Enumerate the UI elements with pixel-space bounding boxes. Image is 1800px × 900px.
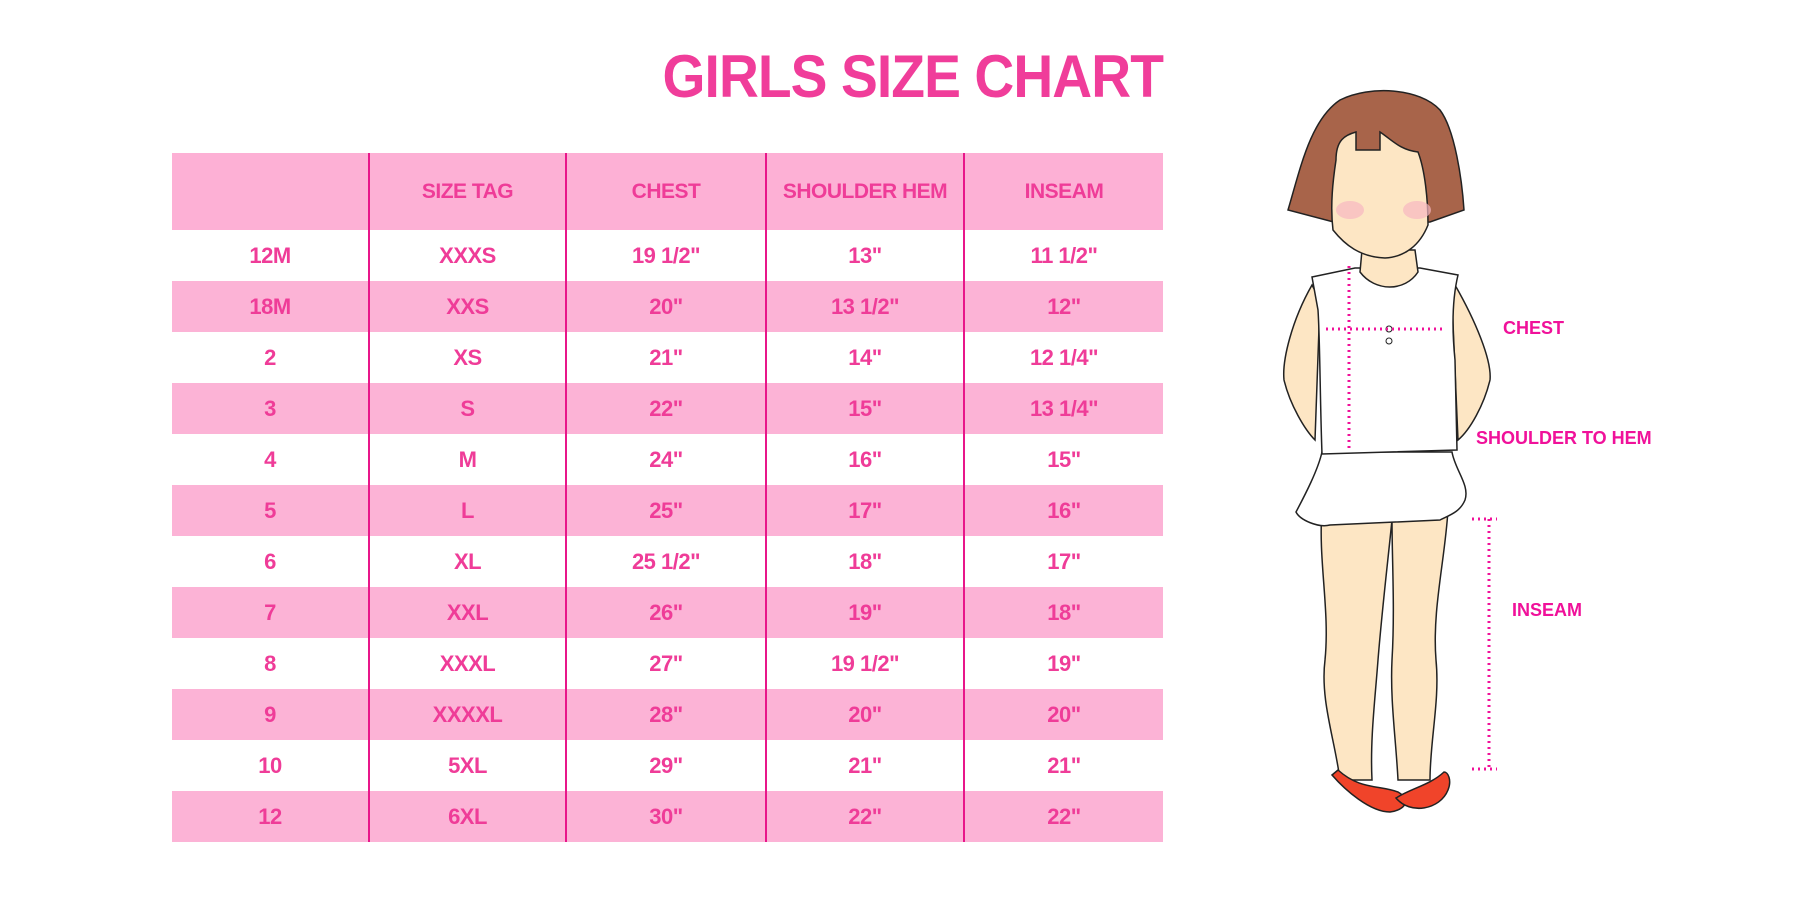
- shoulder-to-hem-label: SHOULDER TO HEM: [1476, 428, 1652, 448]
- table-cell: S: [370, 383, 567, 434]
- inseam-label: INSEAM: [1512, 600, 1583, 620]
- table-cell: 19": [767, 587, 965, 638]
- left-leg: [1320, 509, 1393, 781]
- table-cell: 25": [567, 485, 767, 536]
- table-cell: 24": [567, 434, 767, 485]
- table-row: 18M XXS 20" 13 1/2" 12": [172, 281, 1163, 332]
- table-cell: 18M: [172, 281, 370, 332]
- table-cell: 17": [1047, 548, 1081, 574]
- table-cell: 20": [767, 689, 965, 740]
- table-cell: 14": [767, 332, 965, 383]
- table-cell: 25 1/2": [567, 536, 767, 587]
- table-cell: XS: [370, 332, 567, 383]
- table-cell: 12: [172, 791, 370, 842]
- table-cell: 6XL: [370, 791, 567, 842]
- table-cell: 16": [1047, 497, 1081, 523]
- table-row: 3 S 22" 15" 13 1/4": [172, 383, 1163, 434]
- table-row: 10 5XL 29" 21" 21": [172, 740, 1163, 791]
- table-cell: 4: [172, 434, 370, 485]
- table-cell: 19 1/2": [767, 638, 965, 689]
- table-cell: XXXXL: [370, 689, 567, 740]
- table-row: 8 XXXL 27" 19 1/2" 19": [172, 638, 1163, 689]
- table-cell: 13": [767, 230, 965, 281]
- table-row: 7 XXL 26" 19" 18": [172, 587, 1163, 638]
- table-cell: 17": [767, 485, 965, 536]
- table-cell: XXL: [370, 587, 567, 638]
- table-cell: 11 1/2": [1030, 242, 1098, 268]
- page-title: GIRLS SIZE CHART: [662, 43, 1164, 110]
- neck: [1359, 249, 1419, 288]
- table-cell: 7: [172, 587, 370, 638]
- table-cell: XXS: [370, 281, 567, 332]
- table-cell: 26": [567, 587, 767, 638]
- table-cell: 5XL: [370, 740, 567, 791]
- table-cell: 20": [567, 281, 767, 332]
- table-cell: 20": [1047, 701, 1081, 727]
- table-cell: 18": [767, 536, 965, 587]
- table-cell: 16": [767, 434, 965, 485]
- table-row: 9 XXXXL 28" 20" 20": [172, 689, 1163, 740]
- table-cell: 21": [567, 332, 767, 383]
- table-cell: 21": [767, 740, 965, 791]
- table-cell: 22": [767, 791, 965, 842]
- table-cell: 15": [767, 383, 965, 434]
- chest-label: CHEST: [1503, 318, 1565, 338]
- table-cell: 2: [172, 332, 370, 383]
- table-cell: 5: [172, 485, 370, 536]
- header-cell: SIZE TAG: [370, 153, 567, 230]
- table-cell: 12": [1047, 293, 1081, 319]
- table-row: 12M XXXS 19 1/2" 13" 11 1/2": [172, 230, 1163, 281]
- table-cell: 19": [1047, 650, 1081, 676]
- table-cell: L: [370, 485, 567, 536]
- table-cell: 13 1/4": [1029, 395, 1099, 421]
- table-cell: 18": [1047, 599, 1081, 625]
- table-cell: 28": [567, 689, 767, 740]
- table-cell: 22": [567, 383, 767, 434]
- table-row: 2 XS 21" 14" 12 1/4": [172, 332, 1163, 383]
- table-header: SIZE TAG CHEST SHOULDER HEM INSEAM: [172, 153, 1163, 230]
- table-row: 12 6XL 30" 22" 22": [172, 791, 1163, 842]
- face: [1331, 130, 1429, 259]
- skirt: [1295, 451, 1467, 527]
- table-cell: 13 1/2": [767, 281, 965, 332]
- table-cell: 30": [567, 791, 767, 842]
- table-cell: 27": [567, 638, 767, 689]
- table-row: 5 L 25" 17" 16": [172, 485, 1163, 536]
- table-cell: 10: [172, 740, 370, 791]
- table-cell: 6: [172, 536, 370, 587]
- table-cell: 12M: [172, 230, 370, 281]
- size-table: SIZE TAG CHEST SHOULDER HEM INSEAM 12M XXXS 19…: [172, 153, 1163, 842]
- table-cell: 9: [172, 689, 370, 740]
- table-cell: 21": [1047, 752, 1081, 778]
- right-shoe: [1394, 771, 1451, 809]
- header-cell: SHOULDER HEM: [767, 153, 965, 230]
- header-cell: [172, 153, 370, 230]
- table-row: 6 XL 25 1/2" 18" 17": [172, 536, 1163, 587]
- table-cell: M: [370, 434, 567, 485]
- table-cell: 8: [172, 638, 370, 689]
- right-arm: [1451, 282, 1491, 442]
- table-cell: XXXL: [370, 638, 567, 689]
- table-cell: 19 1/2": [567, 230, 767, 281]
- table-cell: XL: [370, 536, 567, 587]
- table-cell: XXXS: [370, 230, 567, 281]
- table-cell: 15": [1047, 446, 1081, 472]
- header-cell: CHEST: [567, 153, 767, 230]
- shirt: [1311, 267, 1459, 455]
- left-arm: [1283, 283, 1321, 442]
- header-cell: INSEAM: [1024, 179, 1104, 203]
- table-cell: 12 1/4": [1029, 344, 1099, 370]
- table-cell: 29": [567, 740, 767, 791]
- table-cell: 3: [172, 383, 370, 434]
- right-leg: [1390, 509, 1449, 781]
- table-cell: 22": [1047, 803, 1081, 829]
- table-row: 4 M 24" 16" 15": [172, 434, 1163, 485]
